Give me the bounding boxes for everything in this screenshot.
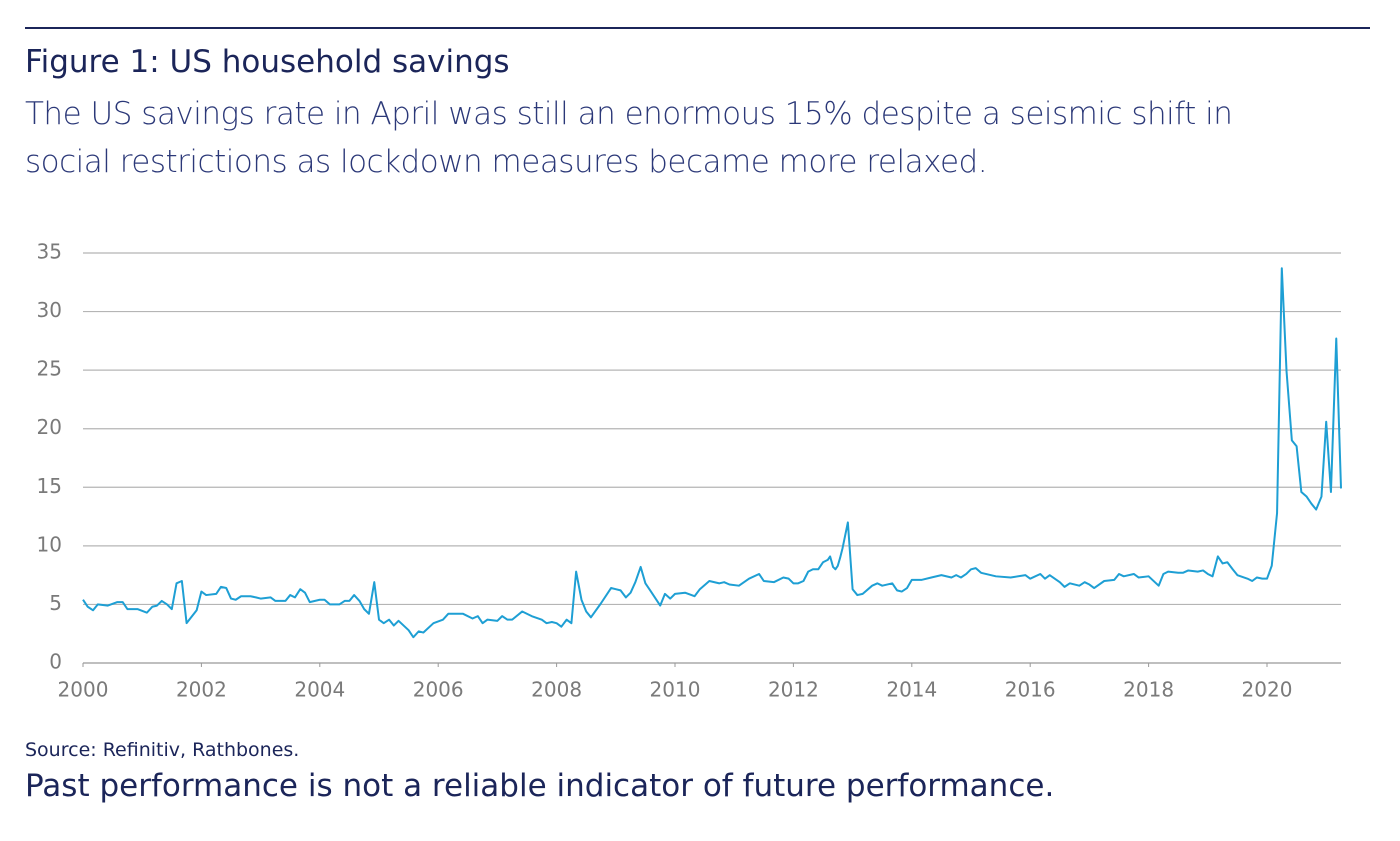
data-line <box>82 267 1342 639</box>
x-tick-label: 2018 <box>1123 678 1174 702</box>
y-tick-label: 20 <box>37 415 62 439</box>
y-tick-label: 5 <box>49 591 62 615</box>
y-tick-label: 10 <box>37 532 62 556</box>
x-tick-label: 2016 <box>1005 678 1056 702</box>
y-tick-label: 30 <box>37 298 62 322</box>
y-tick-label: 15 <box>37 474 62 498</box>
x-tick-label: 2008 <box>531 678 582 702</box>
disclaimer: Past performance is not a reliable indic… <box>25 768 1055 804</box>
chart-subtitle: The US savings rate in April was still a… <box>25 96 1233 180</box>
x-tick-label: 2010 <box>650 678 701 702</box>
y-tick-label: 35 <box>37 240 62 264</box>
x-tick-label: 2004 <box>294 678 345 702</box>
x-tick-label: 2000 <box>58 678 109 702</box>
chart: 0 5 10 15 20 25 30 35 2000 2002 2004 2006 2008 2010 20… <box>37 240 1342 702</box>
x-tick-label: 2012 <box>768 678 819 702</box>
y-tick-label: 25 <box>37 357 62 381</box>
x-tick-label: 2006 <box>413 678 464 702</box>
top-rule <box>25 27 1370 29</box>
x-tick-label: 2020 <box>1242 678 1293 702</box>
x-tick-label: 2002 <box>176 678 227 702</box>
x-tick-label: 2014 <box>886 678 937 702</box>
source-note: Source: Refinitiv, Rathbones. <box>25 739 300 761</box>
chart-title: Figure 1: US household savings <box>25 44 510 80</box>
y-tick-label: 0 <box>49 650 62 674</box>
